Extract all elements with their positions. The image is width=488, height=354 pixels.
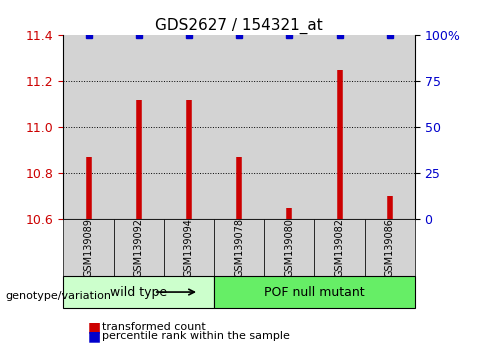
Bar xyxy=(114,35,164,219)
Text: POF null mutant: POF null mutant xyxy=(264,286,365,298)
Bar xyxy=(164,35,214,219)
FancyBboxPatch shape xyxy=(264,219,314,276)
Text: genotype/variation: genotype/variation xyxy=(5,291,111,301)
Text: GSM139078: GSM139078 xyxy=(234,218,244,277)
Text: transformed count: transformed count xyxy=(102,322,206,332)
Text: GSM139092: GSM139092 xyxy=(134,218,144,277)
Text: GSM139080: GSM139080 xyxy=(285,218,294,277)
FancyBboxPatch shape xyxy=(63,276,214,308)
Text: GSM139082: GSM139082 xyxy=(334,218,345,277)
FancyBboxPatch shape xyxy=(164,219,214,276)
Text: ■: ■ xyxy=(88,329,101,343)
Bar xyxy=(63,35,114,219)
Title: GDS2627 / 154321_at: GDS2627 / 154321_at xyxy=(155,18,323,34)
Text: wild type: wild type xyxy=(110,286,167,298)
FancyBboxPatch shape xyxy=(63,219,114,276)
Text: GSM139086: GSM139086 xyxy=(385,218,395,277)
Text: percentile rank within the sample: percentile rank within the sample xyxy=(102,331,290,341)
Text: GSM139089: GSM139089 xyxy=(83,218,94,277)
Bar xyxy=(214,35,264,219)
Bar xyxy=(314,35,365,219)
Bar xyxy=(264,35,314,219)
FancyBboxPatch shape xyxy=(114,219,164,276)
FancyBboxPatch shape xyxy=(214,276,415,308)
FancyBboxPatch shape xyxy=(214,219,264,276)
FancyBboxPatch shape xyxy=(314,219,365,276)
Text: GSM139094: GSM139094 xyxy=(184,218,194,277)
Text: ■: ■ xyxy=(88,320,101,335)
FancyBboxPatch shape xyxy=(365,219,415,276)
Bar xyxy=(365,35,415,219)
